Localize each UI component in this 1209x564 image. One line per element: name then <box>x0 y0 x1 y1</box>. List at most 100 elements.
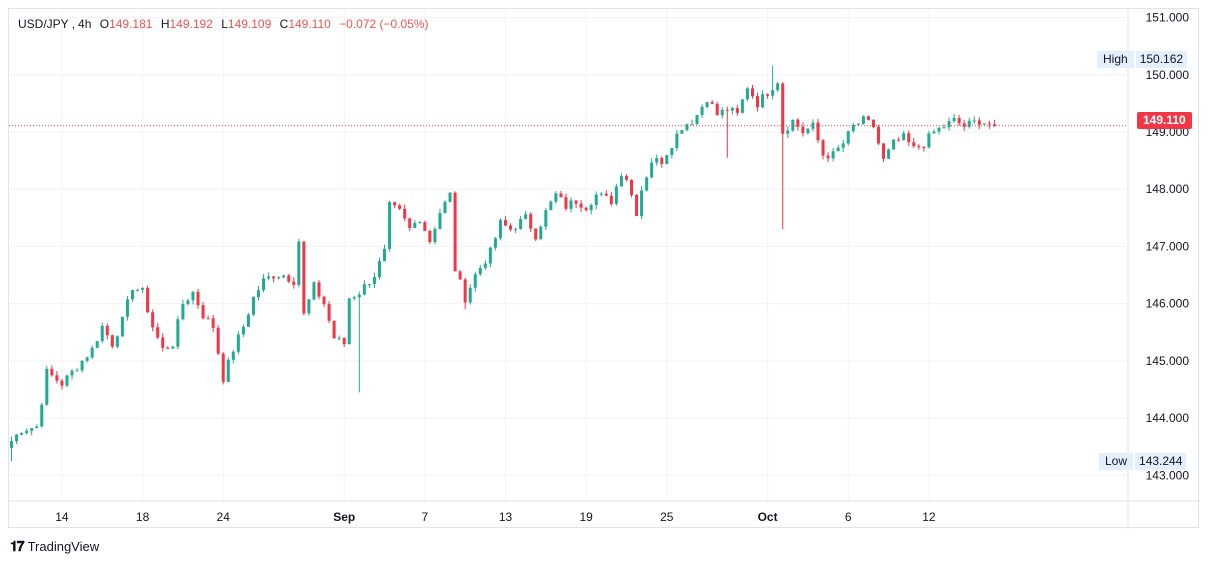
candle-body <box>720 109 724 116</box>
candle-body <box>599 193 603 195</box>
low-marker-value: 143.244 <box>1135 453 1187 470</box>
symbol-label: USD/JPY <box>18 17 69 31</box>
chart-legend: USD/JPY, 4h O149.181 H149.192 L149.109 C1… <box>18 17 429 31</box>
candle-body <box>584 207 588 211</box>
candle-body <box>695 115 699 125</box>
candle-body <box>871 119 875 128</box>
candle-body <box>982 123 986 125</box>
candle-body <box>277 277 281 279</box>
candle-body <box>539 226 543 240</box>
candle-body <box>85 357 89 361</box>
candle-body <box>665 155 669 164</box>
candle-body <box>65 375 69 386</box>
close-value: 149.110 <box>288 17 331 31</box>
candle-body <box>715 103 719 116</box>
candlestick-chart[interactable]: 143.000 144.000 145.000 146.000 147.000 148.0… <box>9 9 1200 529</box>
close-label: C <box>279 17 289 31</box>
candle-body <box>569 200 573 209</box>
candle-body <box>635 195 639 217</box>
candle-body <box>559 193 563 198</box>
candle-body <box>705 102 709 108</box>
candle-body <box>534 228 538 240</box>
candle-body <box>942 127 946 129</box>
last-price-tag: 149.110 <box>1137 112 1192 129</box>
candle-body <box>80 360 84 371</box>
candle-body <box>282 275 286 278</box>
candle-body <box>856 123 860 125</box>
candle-body <box>216 327 220 354</box>
candle-body <box>347 298 351 345</box>
candle-body <box>433 229 437 243</box>
y-tick-label: 146.000 <box>1146 297 1190 311</box>
candle-body <box>468 287 472 303</box>
candle-body <box>267 276 271 279</box>
candle-body <box>312 282 316 300</box>
interval-label: 4h <box>78 17 92 31</box>
candle-body <box>937 127 941 132</box>
candle-body <box>826 155 830 159</box>
candle-body <box>15 434 19 442</box>
x-tick-label: 24 <box>217 510 231 524</box>
candle-body <box>196 291 200 306</box>
x-tick-label: Oct <box>758 510 778 524</box>
candle-body <box>655 157 659 163</box>
candle-body <box>408 218 412 228</box>
candle-body <box>45 368 49 405</box>
candle-body <box>231 351 235 360</box>
candle-body <box>287 275 291 282</box>
high-marker-value: 150.162 <box>1135 51 1188 68</box>
candle-body <box>811 122 815 129</box>
candle-body <box>115 336 119 347</box>
y-tick-label: 150.000 <box>1146 68 1190 82</box>
candle-body <box>292 281 296 285</box>
candle-body <box>40 404 44 427</box>
low-label: L <box>221 17 228 31</box>
candle-body <box>246 314 250 327</box>
candle-body <box>458 271 462 280</box>
high-label: H <box>160 17 170 31</box>
candle-body <box>821 140 825 156</box>
candle-body <box>680 130 684 134</box>
candle-body <box>761 94 765 108</box>
candle-body <box>796 119 800 127</box>
candle-body <box>967 120 971 127</box>
change-value: −0.072 (−0.05%) <box>339 17 429 31</box>
candle-body <box>423 222 427 231</box>
candle-body <box>786 130 790 134</box>
brand-name: TradingView <box>27 539 100 554</box>
candle-body <box>831 151 835 159</box>
tradingview-brand[interactable]: 𝟏𝟕 TradingView <box>10 538 99 555</box>
candle-body <box>710 102 714 104</box>
low-marker-label: Low <box>1099 453 1134 470</box>
candle-body <box>236 334 240 352</box>
candle-body <box>90 347 94 358</box>
open-label: O <box>99 17 110 31</box>
candle-body <box>136 289 140 291</box>
y-tick-label: 148.000 <box>1146 182 1190 196</box>
candle-body <box>640 190 644 217</box>
candle-body <box>241 326 245 335</box>
candle-body <box>201 305 205 319</box>
candle-body <box>987 123 991 125</box>
candle-body <box>362 284 366 295</box>
candle-body <box>650 162 654 178</box>
chart-frame[interactable]: 143.000 144.000 145.000 146.000 147.000 148.0… <box>8 8 1200 529</box>
candle-body <box>383 248 387 262</box>
high-marker-label: High <box>1097 51 1134 68</box>
candle-body <box>776 83 780 91</box>
candle-body <box>60 380 64 386</box>
candle-body <box>463 279 467 303</box>
candle-body <box>771 90 775 96</box>
candle-body <box>892 139 896 150</box>
candle-body <box>614 186 618 204</box>
candle-body <box>730 108 734 111</box>
candle-body <box>861 116 865 124</box>
candle-body <box>110 335 114 347</box>
candle-body <box>393 202 397 206</box>
candle-body <box>20 433 24 435</box>
candle-body <box>105 325 109 336</box>
candle-body <box>307 299 311 314</box>
candle-body <box>529 214 533 229</box>
candle-body <box>226 359 230 382</box>
candle-body <box>493 238 497 248</box>
